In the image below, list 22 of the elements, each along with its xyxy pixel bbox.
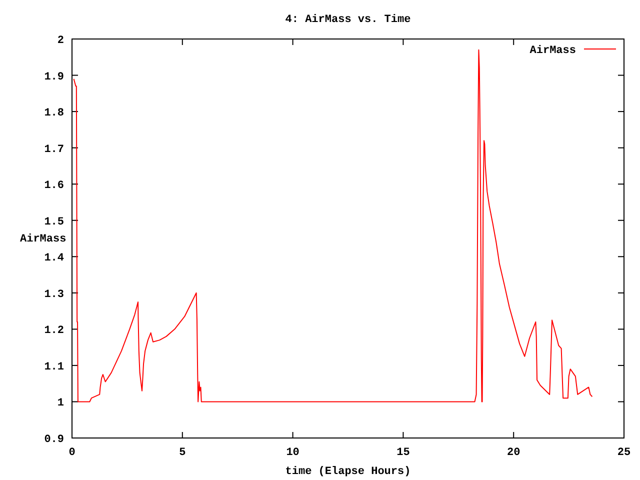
y-tick-label: 1.3 bbox=[44, 288, 64, 301]
x-tick-label: 20 bbox=[507, 447, 520, 459]
y-tick-label: 1.8 bbox=[44, 108, 64, 120]
x-axis-title: time (Elapse Hours) bbox=[285, 466, 411, 478]
chart-title: 4: AirMass vs. Time bbox=[285, 14, 412, 26]
x-tick-label: 25 bbox=[617, 447, 631, 459]
y-tick-label: 0.9 bbox=[44, 434, 64, 446]
y-tick-label: 1.7 bbox=[44, 144, 64, 156]
y-tick-label: 1.9 bbox=[44, 71, 64, 84]
x-tick-label: 10 bbox=[286, 447, 300, 459]
x-tick-label: 5 bbox=[179, 447, 186, 459]
x-tick-label: 0 bbox=[68, 447, 76, 459]
y-tick-label: 1.4 bbox=[44, 252, 64, 265]
y-tick-label: 1 bbox=[57, 398, 64, 410]
y-tick-label: 1.1 bbox=[44, 361, 64, 374]
y-tick-label: 1.5 bbox=[44, 216, 64, 228]
y-tick-label: 2 bbox=[57, 35, 64, 47]
y-tick-label: 1.2 bbox=[44, 325, 64, 338]
x-tick-label: 15 bbox=[396, 447, 410, 459]
y-axis-title: AirMass bbox=[20, 233, 66, 246]
legend-label: AirMass bbox=[530, 45, 576, 57]
y-tick-label: 1.6 bbox=[44, 180, 64, 192]
